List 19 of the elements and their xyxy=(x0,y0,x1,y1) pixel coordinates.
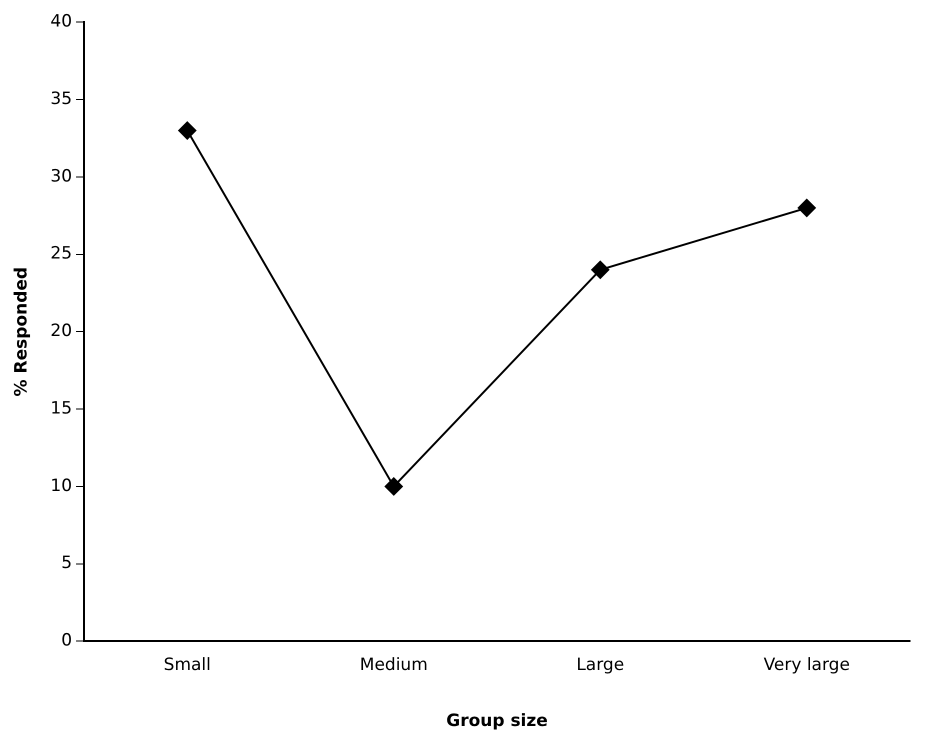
y-tick-label: 15 xyxy=(50,398,72,418)
point xyxy=(384,477,403,496)
y-tick-label: 0 xyxy=(61,630,72,651)
x-tick-label: Medium xyxy=(360,654,428,675)
y-tick-label: 20 xyxy=(50,321,72,342)
y-axis-title: % Responded xyxy=(12,266,32,396)
point xyxy=(798,198,816,217)
point xyxy=(591,260,610,279)
y-tick-label: 30 xyxy=(50,166,72,186)
x-tick-label: Large xyxy=(576,654,624,675)
x-axis-title: Group size xyxy=(446,711,548,732)
x-tick-label: Small xyxy=(164,654,211,675)
y-tick-label: 40 xyxy=(50,12,72,32)
y-tick-label: 35 xyxy=(50,88,72,109)
point xyxy=(178,122,196,140)
x-tick-label: Very large xyxy=(764,654,850,675)
y-tick-label: 5 xyxy=(61,553,72,574)
y-tick-label: 25 xyxy=(50,244,72,264)
y-tick-label: 10 xyxy=(50,476,72,496)
